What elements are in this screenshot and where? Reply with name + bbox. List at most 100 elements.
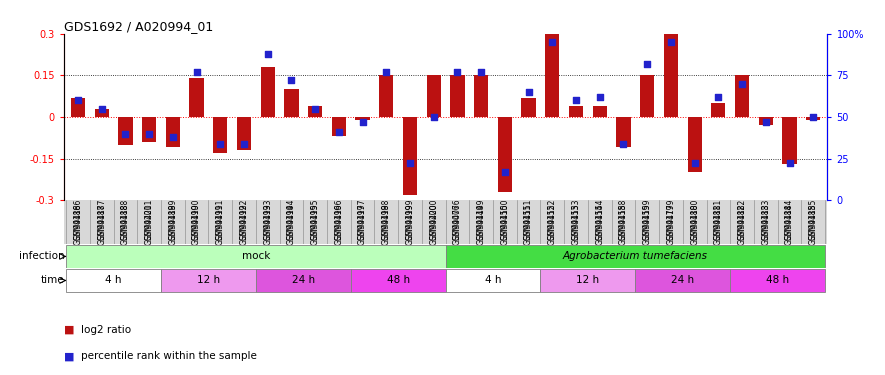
Bar: [474, 75, 489, 117]
Text: ■: ■: [64, 351, 74, 361]
Bar: [356, 117, 370, 120]
Text: GSM94150: GSM94150: [500, 204, 510, 245]
Text: 48 h: 48 h: [387, 276, 410, 285]
Text: GSM94149: GSM94149: [477, 204, 486, 245]
Bar: [66, 269, 161, 292]
Bar: [260, 67, 275, 117]
Point: [474, 69, 489, 75]
Text: GSM94195: GSM94195: [311, 204, 319, 245]
Bar: [71, 98, 85, 117]
Bar: [95, 109, 109, 117]
Text: GSM94153: GSM94153: [572, 204, 581, 245]
Bar: [730, 269, 825, 292]
Text: 12 h: 12 h: [576, 276, 599, 285]
Point: [237, 141, 251, 147]
Text: GSM94189: GSM94189: [168, 204, 177, 245]
Text: GSM94192: GSM94192: [240, 204, 249, 245]
Text: GSM94184: GSM94184: [785, 204, 794, 245]
Text: GSM94190: GSM94190: [192, 204, 201, 245]
Point: [664, 39, 678, 45]
Point: [332, 129, 346, 135]
Text: GSM94183: GSM94183: [761, 204, 770, 245]
Bar: [189, 78, 204, 117]
Point: [545, 39, 559, 45]
Text: GSM94180: GSM94180: [690, 204, 699, 245]
Point: [712, 94, 726, 100]
Point: [379, 69, 393, 75]
Bar: [142, 117, 157, 142]
Bar: [782, 117, 796, 164]
Text: GSM94199: GSM94199: [405, 204, 414, 245]
Bar: [635, 269, 730, 292]
Text: GDS1692 / A020994_01: GDS1692 / A020994_01: [64, 20, 213, 33]
Bar: [256, 269, 350, 292]
Point: [95, 106, 109, 112]
Text: GSM94201: GSM94201: [144, 204, 154, 245]
Bar: [545, 34, 559, 117]
Text: GSM94198: GSM94198: [381, 204, 391, 245]
Bar: [758, 117, 773, 125]
Bar: [161, 269, 256, 292]
Point: [735, 81, 750, 87]
Point: [617, 141, 631, 147]
Point: [213, 141, 227, 147]
Text: 24 h: 24 h: [292, 276, 315, 285]
Bar: [445, 269, 541, 292]
Text: GSM94196: GSM94196: [335, 204, 343, 245]
Bar: [806, 117, 820, 120]
Bar: [350, 269, 445, 292]
Text: GSM94158: GSM94158: [619, 204, 628, 245]
Text: GSM94159: GSM94159: [643, 204, 651, 245]
Bar: [427, 75, 441, 117]
Point: [189, 69, 204, 75]
Text: GSM94179: GSM94179: [666, 204, 675, 245]
Point: [640, 61, 654, 67]
Point: [403, 160, 417, 166]
Point: [498, 169, 512, 175]
Text: GSM94185: GSM94185: [809, 204, 818, 245]
Text: Agrobacterium tumefaciens: Agrobacterium tumefaciens: [563, 252, 708, 261]
Point: [782, 160, 796, 166]
Bar: [616, 117, 631, 147]
Bar: [569, 106, 583, 117]
Bar: [165, 117, 180, 147]
Point: [521, 89, 535, 95]
Point: [71, 97, 85, 103]
Text: GSM94154: GSM94154: [596, 204, 604, 245]
Text: GSM94186: GSM94186: [73, 204, 82, 245]
Point: [758, 119, 773, 125]
Text: GSM94197: GSM94197: [358, 204, 367, 245]
Bar: [735, 75, 750, 117]
Bar: [450, 75, 465, 117]
Point: [284, 77, 298, 83]
Point: [142, 130, 156, 136]
Point: [450, 69, 465, 75]
Bar: [237, 117, 251, 150]
Text: 4 h: 4 h: [105, 276, 122, 285]
Bar: [308, 106, 322, 117]
Point: [356, 119, 370, 125]
Bar: [403, 117, 417, 195]
Text: GSM94181: GSM94181: [714, 204, 723, 245]
Text: log2 ratio: log2 ratio: [81, 325, 132, 335]
Bar: [593, 106, 607, 117]
Text: GSM94193: GSM94193: [263, 204, 273, 245]
Text: GSM94151: GSM94151: [524, 204, 533, 245]
Bar: [284, 89, 298, 117]
Bar: [497, 117, 512, 192]
Point: [806, 114, 820, 120]
Point: [165, 134, 180, 140]
Text: 4 h: 4 h: [485, 276, 501, 285]
Text: percentile rank within the sample: percentile rank within the sample: [81, 351, 258, 361]
Text: GSM94188: GSM94188: [121, 204, 130, 245]
Bar: [521, 98, 535, 117]
Bar: [332, 117, 346, 136]
Text: mock: mock: [242, 252, 270, 261]
Text: 12 h: 12 h: [196, 276, 220, 285]
Bar: [712, 103, 726, 117]
Text: ■: ■: [64, 325, 74, 335]
Point: [569, 97, 583, 103]
Bar: [541, 269, 635, 292]
Bar: [640, 75, 654, 117]
Text: time: time: [41, 276, 65, 285]
